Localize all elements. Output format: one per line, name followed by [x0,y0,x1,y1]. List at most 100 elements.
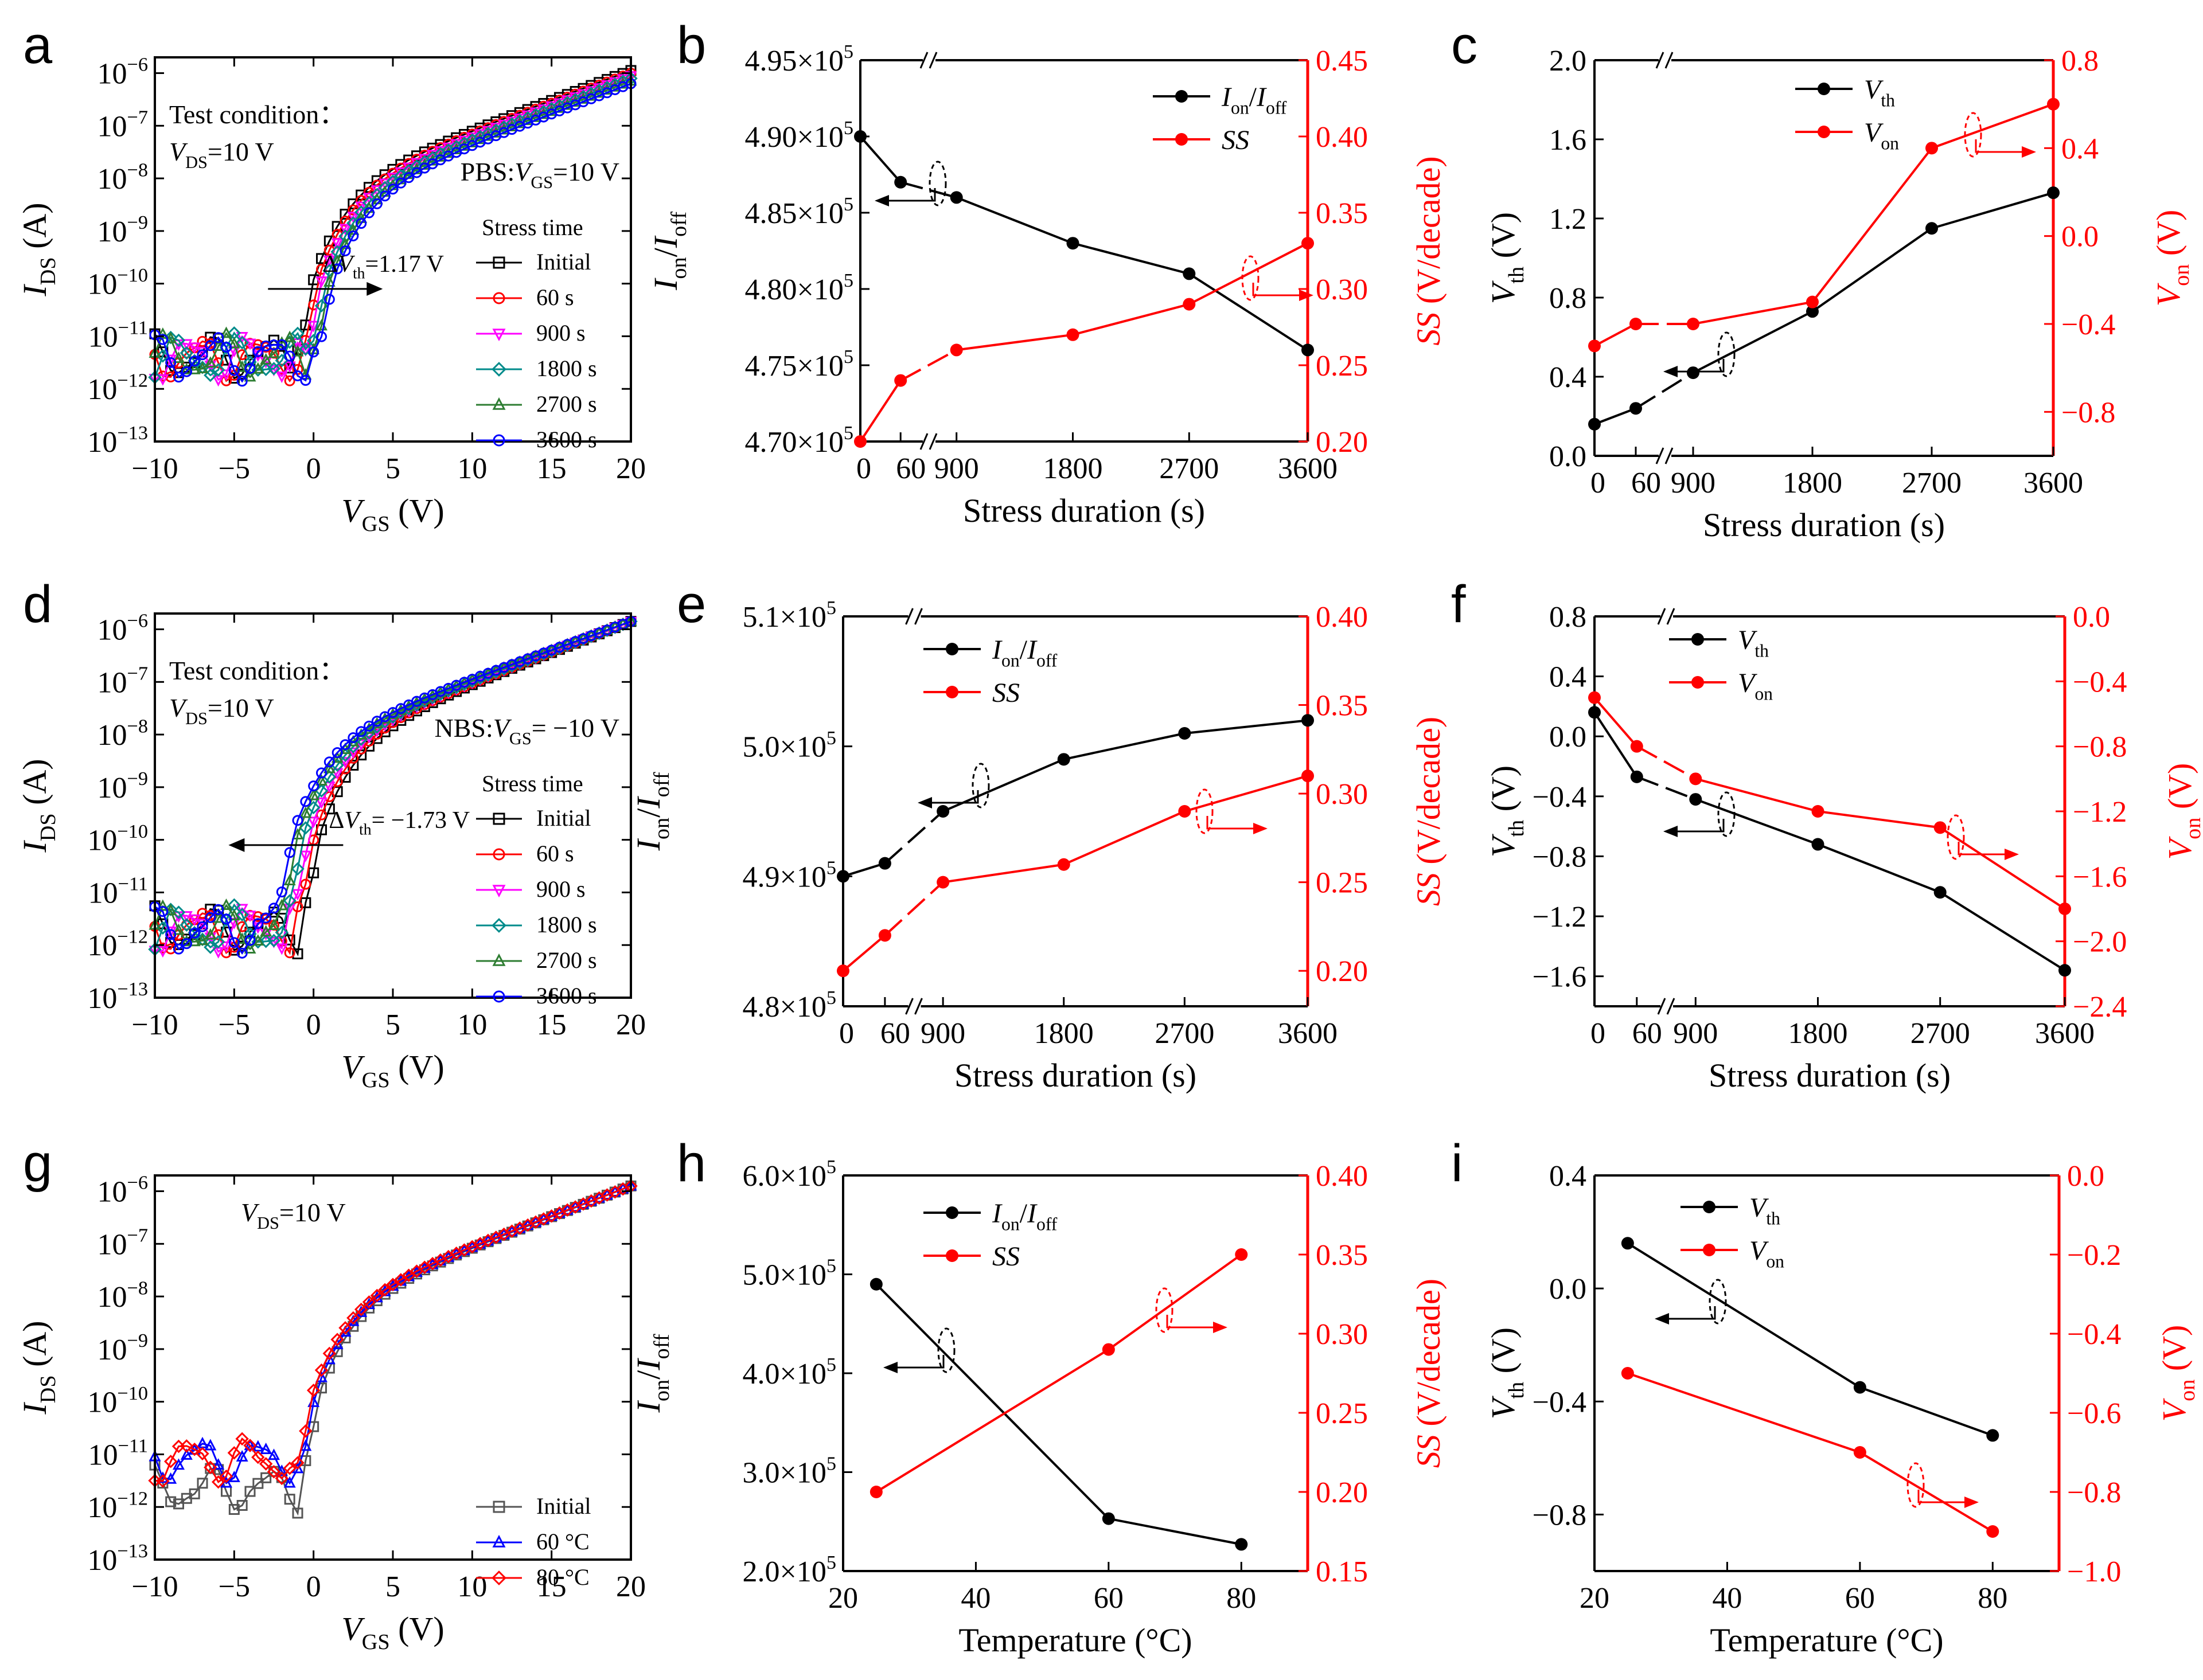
y-left-tick-label: 4.90×105 [745,117,853,154]
transfer-curve-marker [410,159,424,173]
legend-marker [492,885,506,898]
x-tick-label: 10 [457,452,487,485]
x-tick-label: 15 [537,452,567,485]
y-right-tick-label: 0.8 [2061,45,2099,77]
transfer-curve-marker [299,821,313,835]
series-line-segment [1627,1372,1861,1454]
data-point [1102,1343,1115,1356]
text-segment: 5 [826,1552,836,1573]
transfer-curve-marker [157,899,169,911]
y-right-tick-label: 0.25 [1316,350,1368,382]
transfer-curve-marker [228,365,240,376]
transfer-curve-marker [173,1458,185,1470]
annotation-vds: VDS=10 V [169,693,274,728]
transfer-curve-marker [283,874,296,885]
transfer-curve-marker [197,349,208,361]
data-point [1235,1248,1248,1261]
transfer-curve-marker [308,299,319,311]
axis-arrow [1917,1490,1967,1503]
text-segment: 5 [844,422,853,444]
text-segment: (A) [16,1320,53,1375]
transfer-curve-marker [211,935,225,949]
text-segment: 4.75×10 [745,350,844,382]
transfer-curve-marker [236,360,248,372]
series-line-segment [942,863,1065,884]
transfer-curve-marker [173,351,185,363]
axis-arrow [1675,819,1725,833]
axis-arrow [1666,1306,1716,1320]
text-segment: −10 [117,821,148,842]
text-segment: Δ [329,807,344,834]
text-segment: 5 [826,857,836,878]
data-point [869,1486,883,1498]
text-segment: 5 [826,1453,836,1475]
text-segment: 10 [87,268,117,301]
y-right-tick-label: 0.40 [1316,1160,1368,1193]
series-line-segment [1695,778,1819,812]
y-tick-label: 10−10 [87,264,148,301]
transfer-curve-marker [403,172,415,183]
transfer-curve-marker [236,1450,248,1462]
axis-break-mark [1655,447,1664,464]
transfer-curve-marker [189,355,200,367]
text-segment: 10 [87,982,117,1015]
text-segment: / [1020,1198,1028,1229]
text-segment: 4.85×10 [745,197,844,230]
y-left-tick-label: 2.0 [1549,45,1586,77]
axis-arrow [1975,139,2025,153]
x-tick-label: 900 [1673,1017,1718,1050]
text-segment: th [353,264,365,282]
transfer-curve-marker [362,1295,376,1309]
transfer-curve-marker [180,346,194,360]
transfer-curve-marker [221,947,232,959]
delta-vth-label: ΔVth=1.17 V [322,251,444,282]
text-segment: on [650,818,674,839]
x-tick-label: 0 [1590,467,1605,499]
y-left-tick-label: 4.95×105 [745,41,853,77]
transfer-curve-marker [204,368,217,382]
text-segment: 5 [844,117,853,139]
data-point [1178,727,1191,740]
series-line-segment [842,934,886,972]
text-segment: −11 [118,1435,148,1457]
text-segment: (V) [1484,212,1522,267]
text-segment: 10 [97,1281,127,1314]
axis-arrow-head [1663,826,1678,837]
transfer-curve-marker [331,751,344,763]
transfer-curve-marker [244,911,256,923]
axis-arrow-head [883,1362,898,1373]
transfer-curve-marker [338,1321,352,1335]
transfer-curve-marker [267,1465,281,1479]
y-left-tick-label: 4.70×105 [745,422,853,459]
transfer-curve-marker [189,927,200,939]
text-segment: −10 [117,264,148,286]
y-tick-label: 10−10 [87,1382,148,1419]
y-left-tick-label: −1.6 [1533,961,1586,994]
y-right-tick-label: −1.0 [2067,1556,2121,1588]
data-point [1621,1367,1634,1380]
y-left-axis-title: Vth (V) [1484,212,1529,304]
y-left-axis-title: Vth (V) [1484,1327,1529,1419]
transfer-curve-marker [307,321,320,333]
text-segment: off [1036,1214,1058,1234]
text-segment: PBS: [461,157,515,186]
text-segment: I [16,1402,53,1415]
series-indicator-ellipse [1717,791,1736,837]
series-line-segment [1859,1451,1994,1533]
data-point [1057,753,1070,766]
transfer-curve-marker [188,362,201,374]
text-segment: 5.0×10 [743,731,826,764]
y-right-tick-label: 0.40 [1316,121,1368,154]
data-point [854,435,867,448]
text-segment: I [630,796,667,809]
text-segment: I [1027,1198,1038,1229]
series-indicator-ellipse [972,763,990,808]
y-right-axis-title: Von (V) [2150,210,2194,307]
series-line-segment [1931,192,2054,230]
series-line-segment [956,333,1073,351]
legend-marker [493,292,505,304]
x-tick-label: 20 [616,1009,646,1041]
transfer-curve-marker [340,739,351,751]
legend-marker [493,434,505,447]
transfer-curve-marker [188,935,201,947]
